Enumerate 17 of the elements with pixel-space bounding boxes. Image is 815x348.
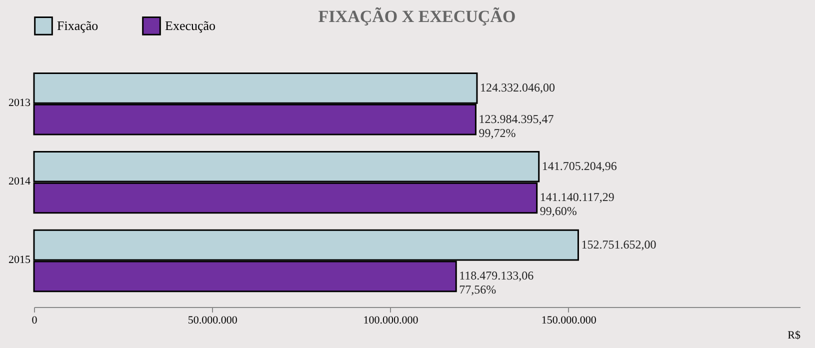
x-tick-label: 0 <box>32 314 38 326</box>
legend-label: Fixação <box>57 18 98 33</box>
data-label: 152.751.652,00 <box>581 237 656 252</box>
x-tick-label: 150.000.000 <box>541 314 597 326</box>
data-label: 118.479.133,06 77,56% <box>459 268 534 297</box>
legend-label: Execução <box>165 18 216 33</box>
x-tick-label: 100.000.000 <box>363 314 419 326</box>
y-tick-label: 2015 <box>8 254 31 266</box>
y-tick-label: 2013 <box>8 97 31 110</box>
data-label: 141.705.204,96 <box>542 158 617 173</box>
data-label: 124.332.046,00 <box>480 80 555 94</box>
y-tick-label: 2014 <box>8 176 31 188</box>
data-label: 141.140.117,29 99,60% <box>540 190 614 218</box>
x-axis-title: R$ <box>788 330 801 342</box>
chart-title: FIXAÇÃO X EXECUÇÃO <box>318 7 516 26</box>
x-tick-label: 50.000.000 <box>188 314 238 326</box>
data-label: 123.984.395,47 99,72% <box>478 112 554 140</box>
